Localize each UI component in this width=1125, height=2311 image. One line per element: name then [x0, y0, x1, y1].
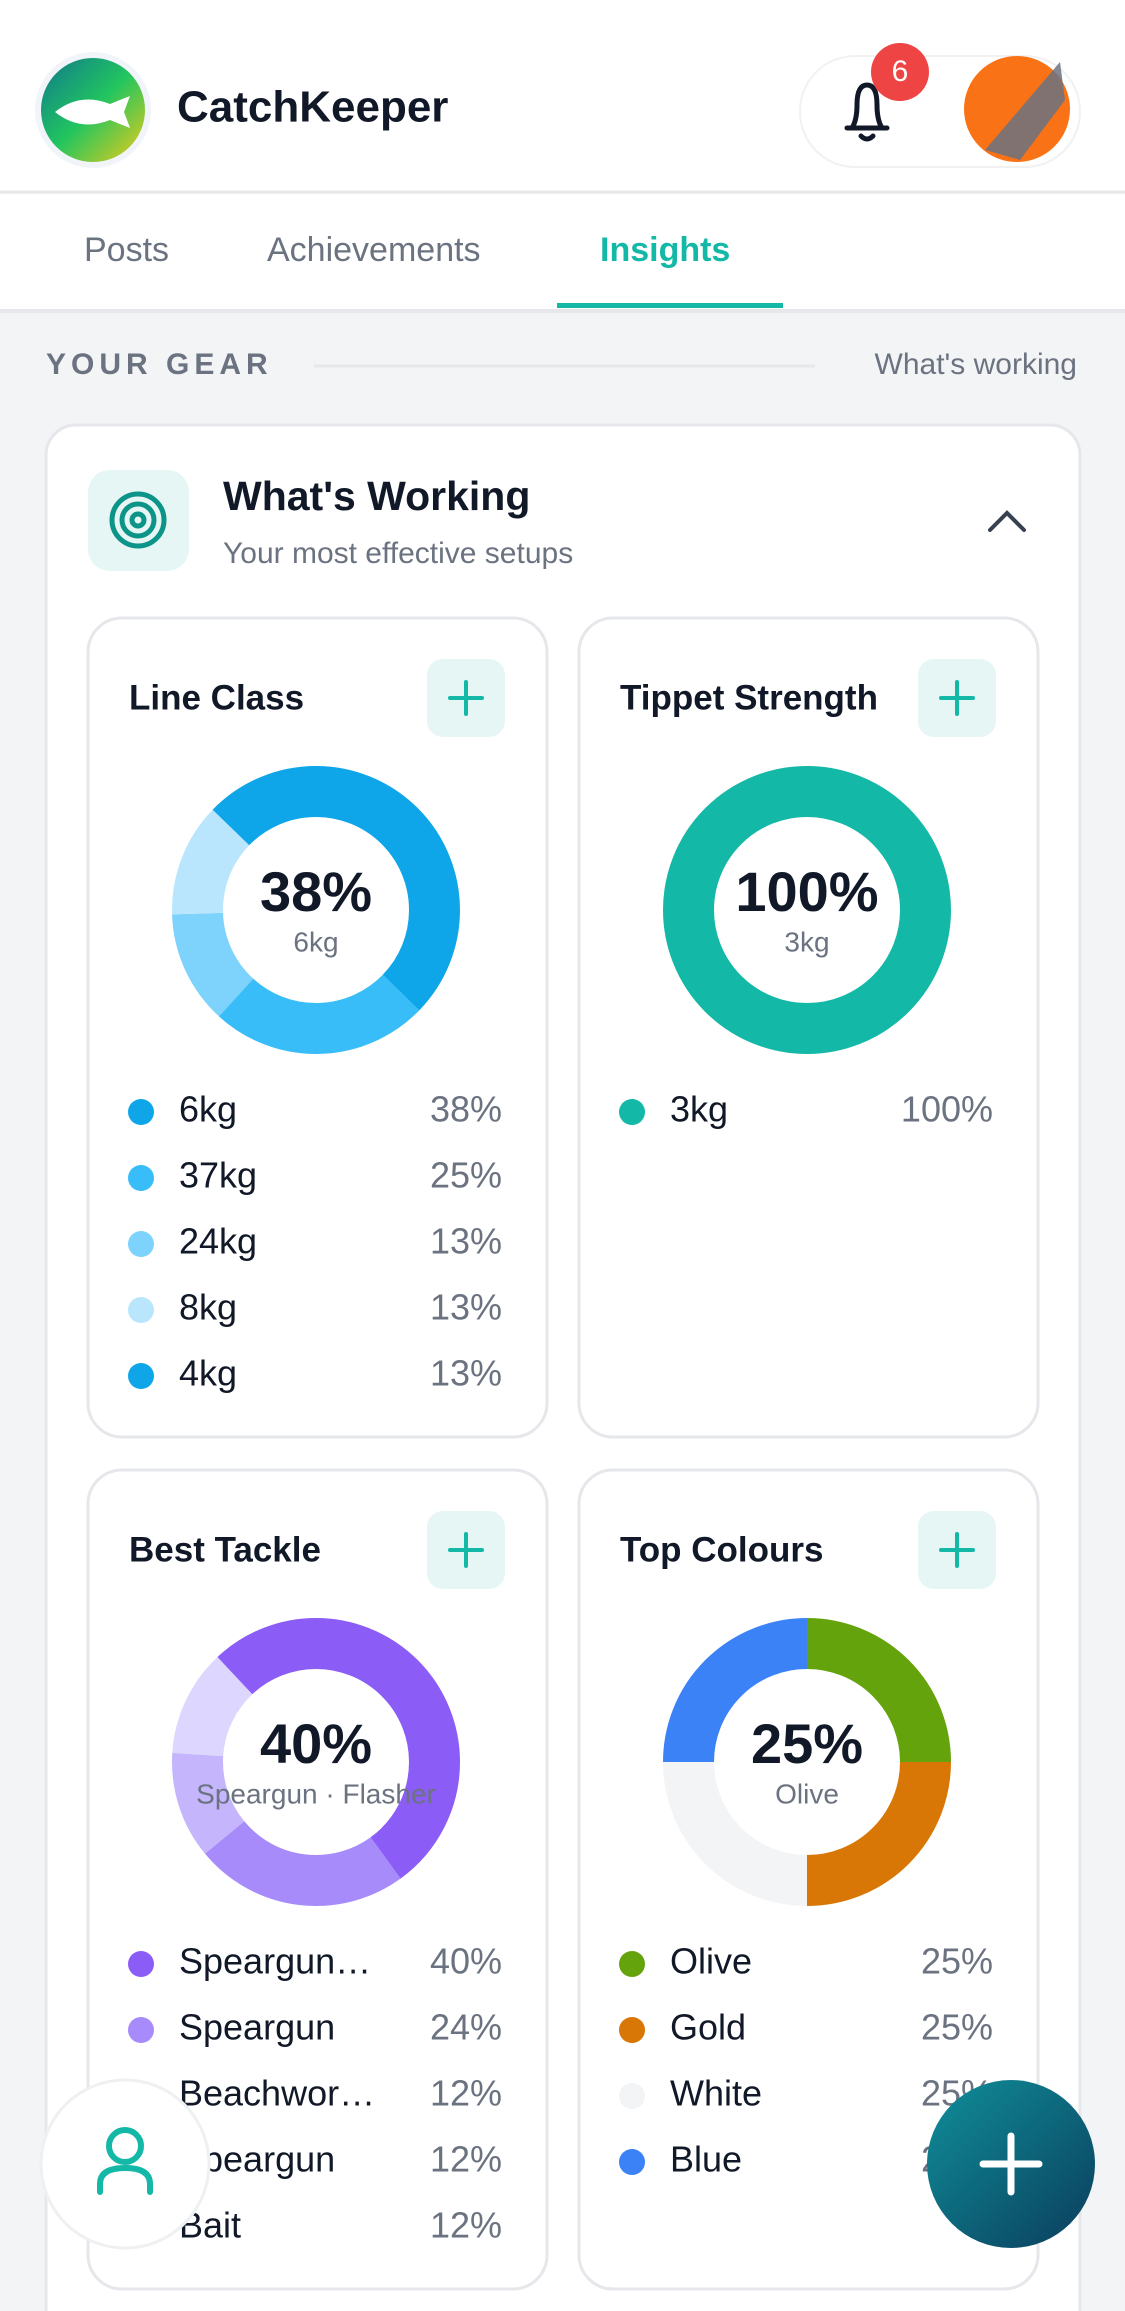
donut-center-value: 25% [751, 1712, 863, 1775]
legend-dot [619, 2149, 645, 2175]
legend-label: 4kg [179, 1353, 237, 1394]
legend-label: 3kg [670, 1089, 728, 1130]
legend-dot [128, 1165, 154, 1191]
avatar-photo [985, 62, 1065, 160]
section-title: YOUR GEAR [46, 348, 273, 381]
donut-center-label: Olive [775, 1778, 839, 1809]
donut-center-label: 6kg [293, 926, 338, 957]
notification-count: 6 [892, 55, 909, 88]
legend-label: Olive [670, 1941, 752, 1982]
legend-label: Blue [670, 2139, 742, 2180]
plus-icon [448, 680, 484, 716]
donut-center-value: 38% [260, 860, 372, 923]
legend-value: 12% [430, 2139, 502, 2180]
donut-center-label: 3kg [784, 926, 829, 957]
tab-bar [0, 194, 1125, 310]
tab[interactable]: Posts [84, 231, 169, 269]
legend-dot [128, 1099, 154, 1125]
legend-value: 25% [921, 1941, 993, 1982]
legend-dot [128, 1951, 154, 1977]
donut-segment [663, 766, 951, 1054]
bell-icon[interactable] [844, 82, 890, 142]
card-title: Tippet Strength [620, 678, 878, 717]
plus-icon [939, 680, 975, 716]
legend-value: 25% [430, 1155, 502, 1196]
card-title: Top Colours [620, 1530, 824, 1569]
legend-label: 37kg [179, 1155, 257, 1196]
panel-subtitle: Your most effective setups [223, 537, 573, 570]
legend-label: 8kg [179, 1287, 237, 1328]
legend-value: 13% [430, 1287, 502, 1328]
collapse-chevron[interactable] [988, 510, 1026, 532]
donut-center-value: 40% [260, 1712, 372, 1775]
donut-center-label: Speargun · Flasher [196, 1778, 436, 1809]
legend-dot [128, 1297, 154, 1323]
plus-icon [448, 1532, 484, 1568]
legend-label: Speargun… [179, 1941, 371, 1982]
donut-segment [172, 766, 460, 1054]
donut-segment [172, 766, 461, 1054]
app-name: CatchKeeper [177, 83, 448, 132]
card-title: Best Tackle [129, 1530, 321, 1569]
tab-active[interactable]: Insights [600, 231, 730, 269]
donut-segment [172, 765, 460, 1054]
legend-dot [619, 2083, 645, 2109]
section-note: What's working [875, 348, 1077, 381]
target-icon [109, 491, 167, 549]
legend-dot [128, 1231, 154, 1257]
legend-value: 100% [901, 1089, 993, 1130]
legend-value: 25% [921, 2007, 993, 2048]
donut-center-value: 100% [735, 860, 878, 923]
legend-label: White [670, 2073, 762, 2114]
legend-label: Speargun [179, 2007, 335, 2048]
legend-value: 12% [430, 2205, 502, 2246]
tab[interactable]: Achievements [267, 231, 481, 269]
donut-segment [172, 766, 460, 1054]
plus-icon [979, 2132, 1043, 2196]
legend-dot [128, 1363, 154, 1389]
donut-segment [172, 1618, 460, 1906]
legend-label: Beachwor… [179, 2073, 375, 2114]
donut-segment [172, 1618, 460, 1906]
legend-dot [619, 2017, 645, 2043]
legend-label: 6kg [179, 1089, 237, 1130]
donut-segment [172, 1618, 460, 1906]
legend-value: 12% [430, 2073, 502, 2114]
logo-fish [55, 96, 130, 128]
legend-value: 24% [430, 2007, 502, 2048]
notification-badge [871, 43, 929, 101]
legend-value: 40% [430, 1941, 502, 1982]
legend-dot [619, 1099, 645, 1125]
person-icon [97, 2127, 153, 2195]
legend-label: Gold [670, 2007, 746, 2048]
legend-value: 13% [430, 1353, 502, 1394]
legend-value: 38% [430, 1089, 502, 1130]
plus-icon [939, 1532, 975, 1568]
panel-title: What's Working [223, 473, 530, 519]
legend-dot [619, 1951, 645, 1977]
donut-segment [663, 1618, 951, 1906]
tab-indicator [557, 303, 783, 308]
donut-segment [172, 1617, 460, 1906]
panel-icon-bg [88, 470, 189, 571]
legend-label: 24kg [179, 1221, 257, 1262]
card-title: Line Class [129, 678, 304, 717]
legend-value: 13% [430, 1221, 502, 1262]
legend-dot [128, 2017, 154, 2043]
